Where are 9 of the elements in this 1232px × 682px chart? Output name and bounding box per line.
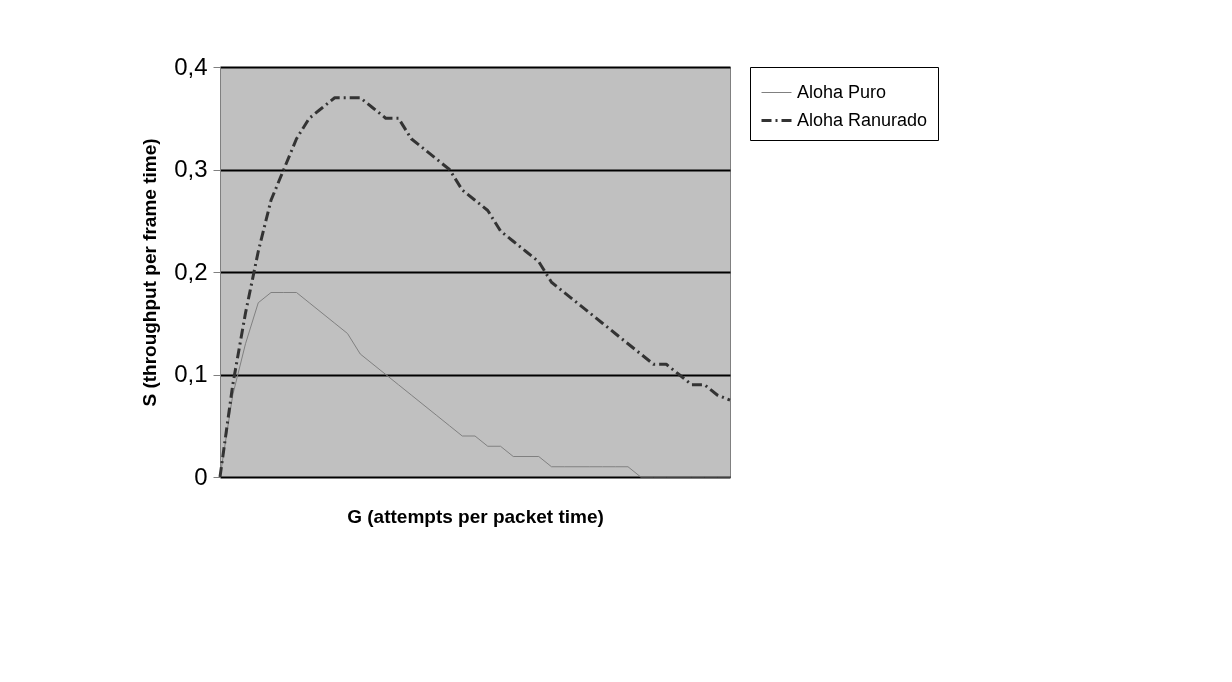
y-tick-label: 0,1 [174,360,208,387]
y-tick-label: 0,3 [174,155,208,182]
y-tick-label: 0 [194,462,208,490]
legend-label: Aloha Ranurado [797,109,928,130]
x-axis-title: G (attempts per packet time) [347,505,604,527]
legend-label: Aloha Puro [797,81,887,102]
y-tick-label: 0,4 [174,52,208,80]
y-axis-title: S (throughput per frame time) [139,138,161,407]
y-tick-label: 0,2 [174,257,208,285]
